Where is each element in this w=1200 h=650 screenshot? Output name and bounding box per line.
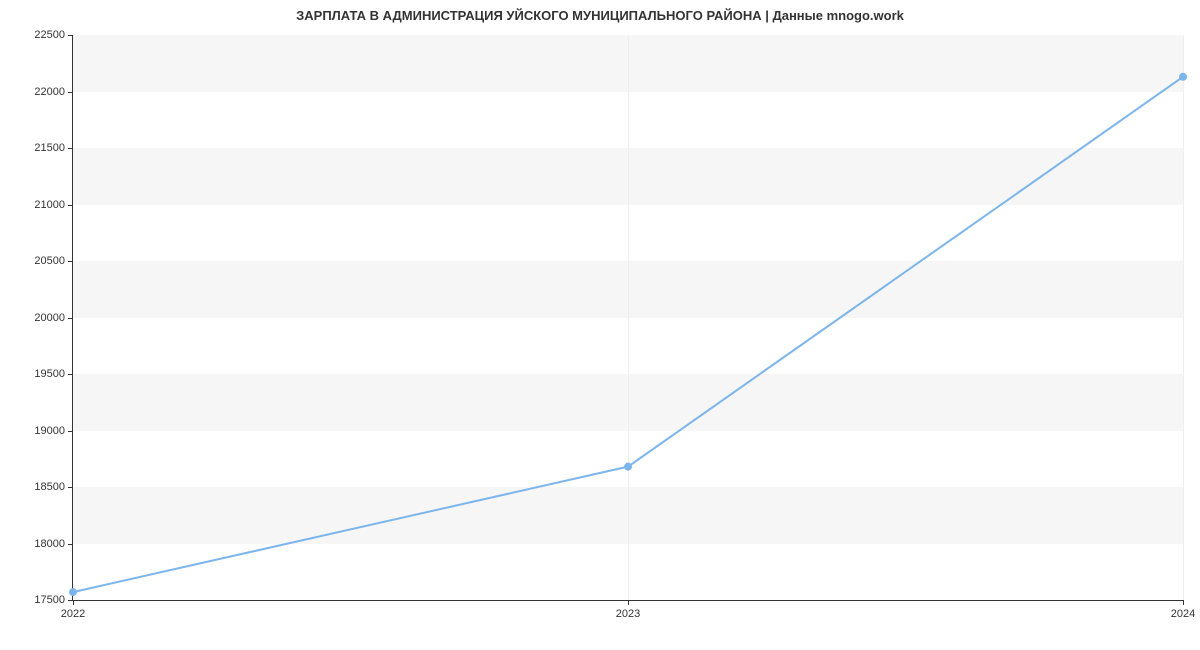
- x-gridline: [1183, 35, 1184, 600]
- chart-title: ЗАРПЛАТА В АДМИНИСТРАЦИЯ УЙСКОГО МУНИЦИП…: [0, 8, 1200, 23]
- data-point[interactable]: [1179, 73, 1187, 81]
- y-tick-label: 18500: [34, 481, 65, 493]
- x-tick-mark: [628, 600, 629, 605]
- y-tick-label: 20500: [34, 255, 65, 267]
- x-tick-label: 2023: [616, 608, 640, 620]
- y-tick-label: 22500: [34, 29, 65, 41]
- y-tick-label: 19500: [34, 368, 65, 380]
- y-tick-label: 21500: [34, 142, 65, 154]
- y-tick-label: 19000: [34, 425, 65, 437]
- y-tick-label: 21000: [34, 199, 65, 211]
- x-tick-label: 2024: [1171, 608, 1195, 620]
- y-tick-label: 22000: [34, 86, 65, 98]
- data-point[interactable]: [69, 588, 77, 596]
- x-tick-mark: [1183, 600, 1184, 605]
- salary-line-chart: ЗАРПЛАТА В АДМИНИСТРАЦИЯ УЙСКОГО МУНИЦИП…: [0, 0, 1200, 650]
- x-tick-label: 2022: [61, 608, 85, 620]
- x-tick-mark: [73, 600, 74, 605]
- y-tick-label: 18000: [34, 538, 65, 550]
- y-tick-label: 17500: [34, 594, 65, 606]
- plot-area: 1750018000185001900019500200002050021000…: [72, 35, 1183, 601]
- y-tick-label: 20000: [34, 312, 65, 324]
- line-series: [73, 35, 1183, 600]
- data-point[interactable]: [624, 463, 632, 471]
- series-line: [73, 77, 1183, 592]
